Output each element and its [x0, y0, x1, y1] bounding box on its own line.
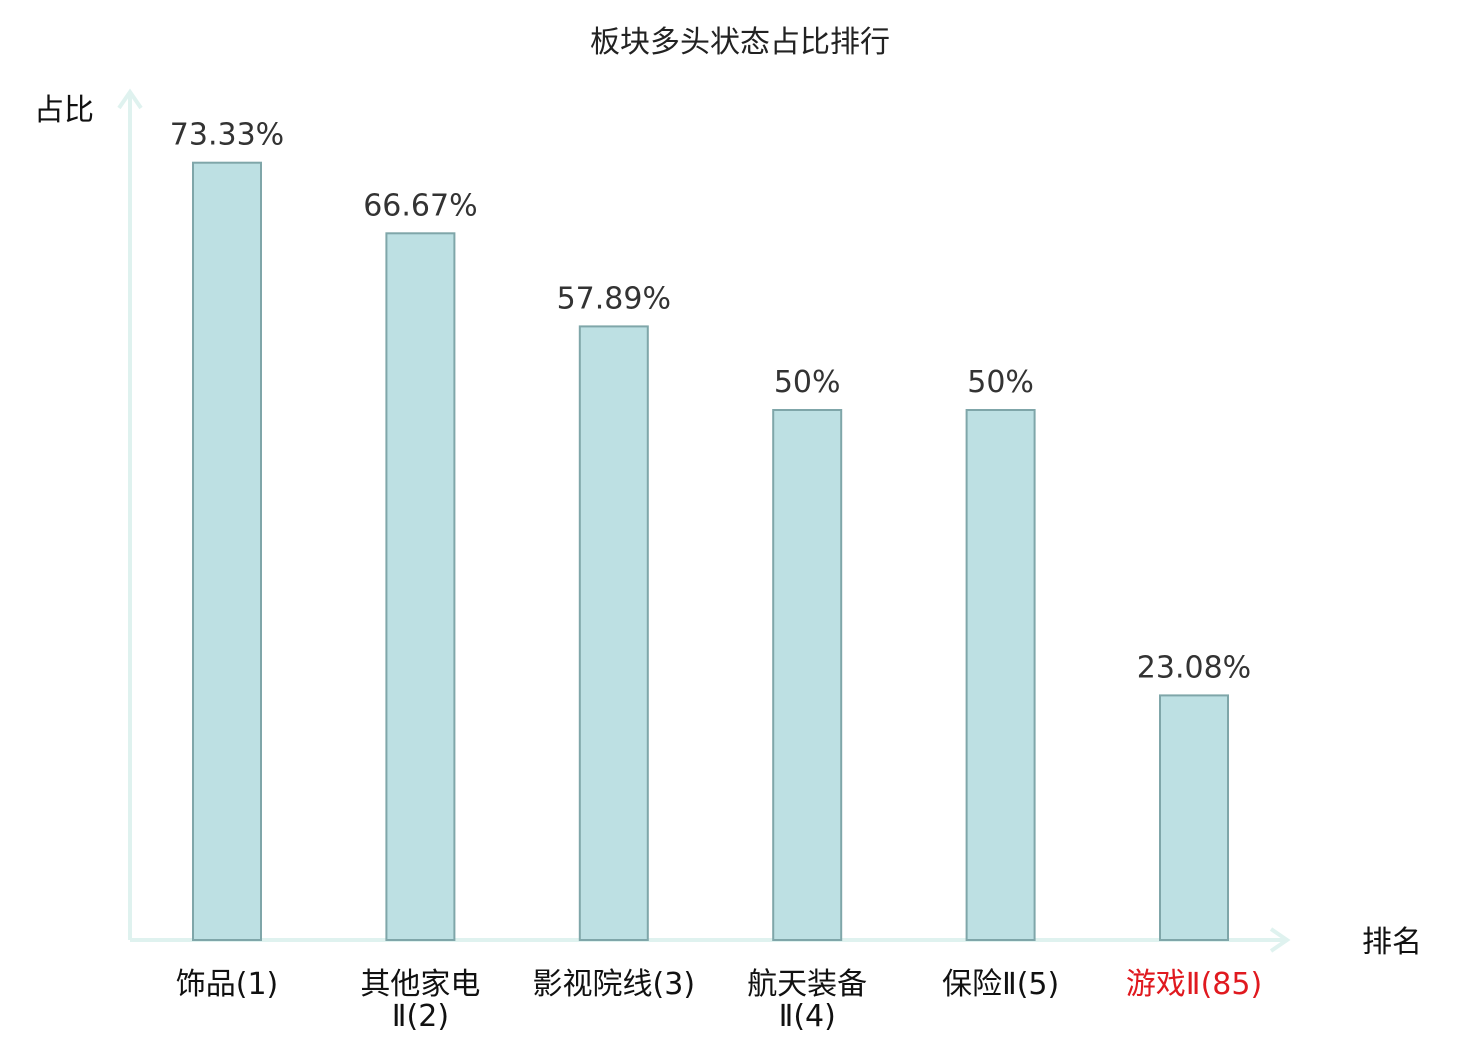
bar-value-label: 66.67%: [363, 188, 477, 223]
bar: [1159, 694, 1229, 942]
bar-value-label: 50%: [774, 365, 841, 400]
bar-value-label: 50%: [967, 365, 1034, 400]
x-tick-label: 航天装备: [747, 967, 867, 1002]
bar: [385, 232, 456, 942]
x-tick-label: Ⅱ(2): [392, 999, 449, 1034]
bar: [578, 325, 649, 941]
bar-value-label: 73.33%: [170, 118, 284, 153]
bar: [192, 161, 262, 941]
chart-title: 板块多头状态占比排行: [590, 25, 890, 60]
bar-series: [192, 161, 1229, 942]
data-labels: 73.33% 66.67% 57.89% 50% 50% 23.08%: [170, 118, 1251, 686]
x-tick-label: 饰品(1): [176, 967, 279, 1002]
x-tick-label: 其他家电: [360, 967, 480, 1002]
x-tick-label: 游戏Ⅱ(85): [1126, 967, 1262, 1002]
bar-value-label: 23.08%: [1137, 650, 1251, 685]
bar: [965, 409, 1036, 941]
y-axis-label: 占比: [34, 93, 94, 128]
bar-value-label: 57.89%: [557, 281, 671, 316]
y-axis-arrow-icon: [117, 88, 143, 110]
x-axis-label: 排名: [1362, 925, 1422, 960]
x-axis-arrow-icon: [1269, 927, 1291, 953]
bar: [772, 409, 843, 941]
x-tick-label: 保险Ⅱ(5): [942, 967, 1059, 1002]
x-tick-label: Ⅱ(4): [779, 999, 836, 1034]
x-tick-label: 影视院线(3): [533, 967, 696, 1002]
